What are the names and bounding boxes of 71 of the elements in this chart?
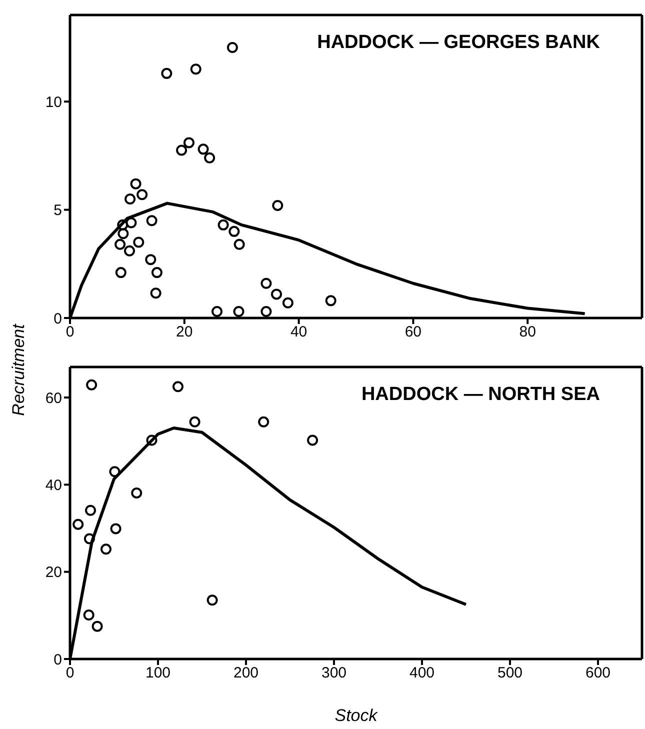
point [92,620,103,632]
point [131,487,142,498]
x-tick-label: 500 [497,664,523,682]
point [204,152,216,164]
text: HADDOCK — GEORGES BANK [317,32,600,53]
x-tick-label: 80 [519,324,536,341]
y-tick-label: 20 [45,564,62,582]
y-tick-label: 60 [45,390,62,407]
point [198,144,209,155]
point [233,306,244,318]
text: HADDOCK — NORTH SEA [361,384,600,405]
x-tick-label: 400 [409,664,435,682]
point [109,466,120,478]
y-tick-label: 0 [54,651,62,668]
point [260,306,272,318]
point [189,416,200,428]
point [260,278,272,289]
x-tick-label: 60 [404,324,422,341]
point [124,193,136,204]
point [226,42,238,53]
point [212,306,223,318]
x-tick-label: 40 [290,324,308,341]
point [172,381,184,392]
point [145,254,156,266]
point [176,144,188,156]
point [146,434,158,446]
point [124,245,135,256]
point [84,533,95,544]
y-tick-label: 10 [45,94,62,111]
point [100,544,112,555]
point [151,267,162,278]
point [307,434,318,446]
point [272,200,284,211]
x-tick-label: 0 [66,324,74,341]
point [130,178,142,190]
x-tick-label: 100 [145,664,171,682]
y-axis-title: Recruitment [9,322,28,416]
y-tick-label: 0 [54,310,62,328]
point [114,238,126,250]
point [133,236,144,248]
point [150,288,162,299]
point [136,189,148,200]
point [117,219,128,230]
point [190,64,202,75]
point [161,68,172,79]
x-tick-label: 200 [233,664,259,682]
point [110,523,122,534]
point [325,295,336,306]
point [234,238,245,250]
x-tick-label: 0 [66,664,74,682]
point [183,137,194,148]
y-tick-label: 40 [45,476,62,494]
x-axis-title: Stock [334,706,379,725]
x-tick-label: 300 [321,664,347,682]
point [146,215,158,226]
point [218,219,229,230]
point [258,416,270,428]
x-tick-label: 20 [176,324,193,341]
point [72,518,84,530]
y-tick-label: 5 [54,202,62,220]
point [115,267,126,278]
point [228,226,240,237]
point [126,217,137,228]
point [118,228,129,240]
point [86,379,98,390]
point [83,609,94,620]
x-tick-label: 600 [585,664,611,682]
point [270,288,282,300]
point [85,504,96,516]
point [206,594,218,606]
point [282,297,294,308]
